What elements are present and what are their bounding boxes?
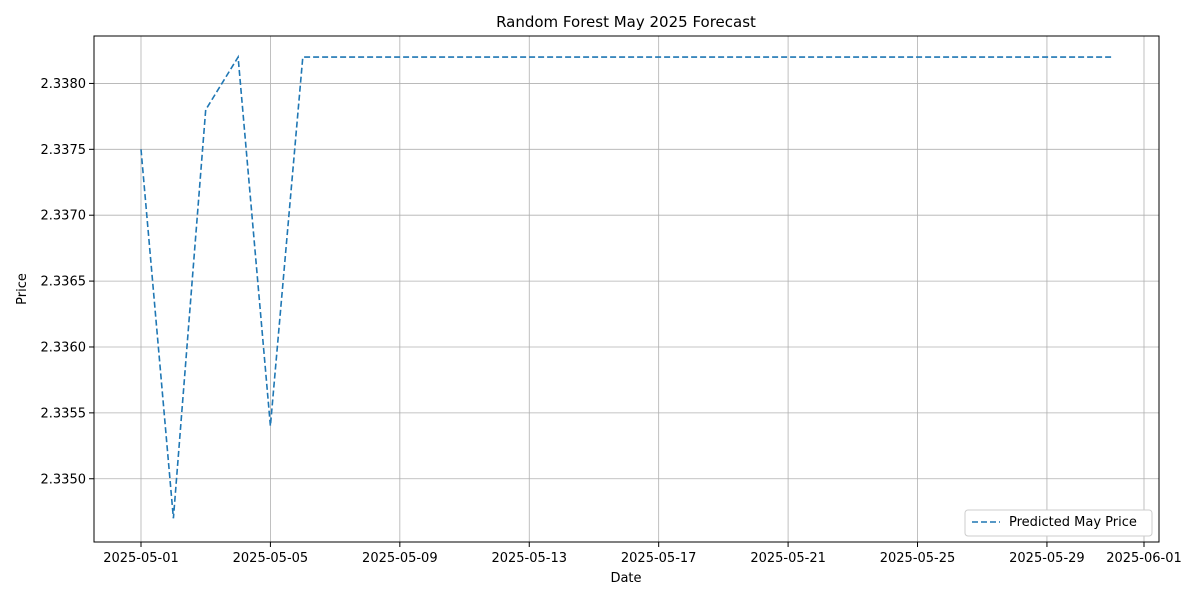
x-tick-label: 2025-05-13	[491, 551, 567, 566]
y-axis-label: Price	[15, 273, 30, 305]
y-axis: 2.3350 2.3355 2.3360 2.3365 2.3370 2.3375 2.33…	[41, 77, 94, 487]
x-tick-label: 2025-05-29	[1009, 551, 1085, 566]
y-tick-label: 2.3355	[41, 406, 87, 421]
x-axis-label: Date	[610, 571, 641, 586]
plot-frame	[93, 35, 1160, 543]
y-tick-label: 2.3375	[41, 143, 87, 158]
grid-lines	[94, 36, 1159, 542]
x-tick-label: 2025-06-01	[1106, 551, 1182, 566]
x-tick-label: 2025-05-17	[621, 551, 697, 566]
y-tick-label: 2.3380	[41, 77, 87, 92]
y-tick-label: 2.3360	[41, 340, 87, 355]
x-tick-label: 2025-05-25	[880, 551, 956, 566]
y-tick-label: 2.3370	[41, 209, 87, 224]
legend: Predicted May Price	[964, 509, 1153, 537]
legend-label: Predicted May Price	[1009, 515, 1137, 530]
y-tick-label: 2.3365	[41, 275, 87, 290]
x-tick-label: 2025-05-21	[750, 551, 826, 566]
x-axis: 2025-05-01 2025-05-05 2025-05-09 2025-05-13…	[103, 542, 1182, 566]
x-tick-label: 2025-05-05	[233, 551, 309, 566]
y-tick-label: 2.3350	[41, 472, 87, 487]
x-tick-label: 2025-05-01	[103, 551, 179, 566]
x-tick-label: 2025-05-09	[362, 551, 438, 566]
chart-title: Random Forest May 2025 Forecast	[496, 13, 756, 31]
legend-box	[964, 509, 1153, 537]
